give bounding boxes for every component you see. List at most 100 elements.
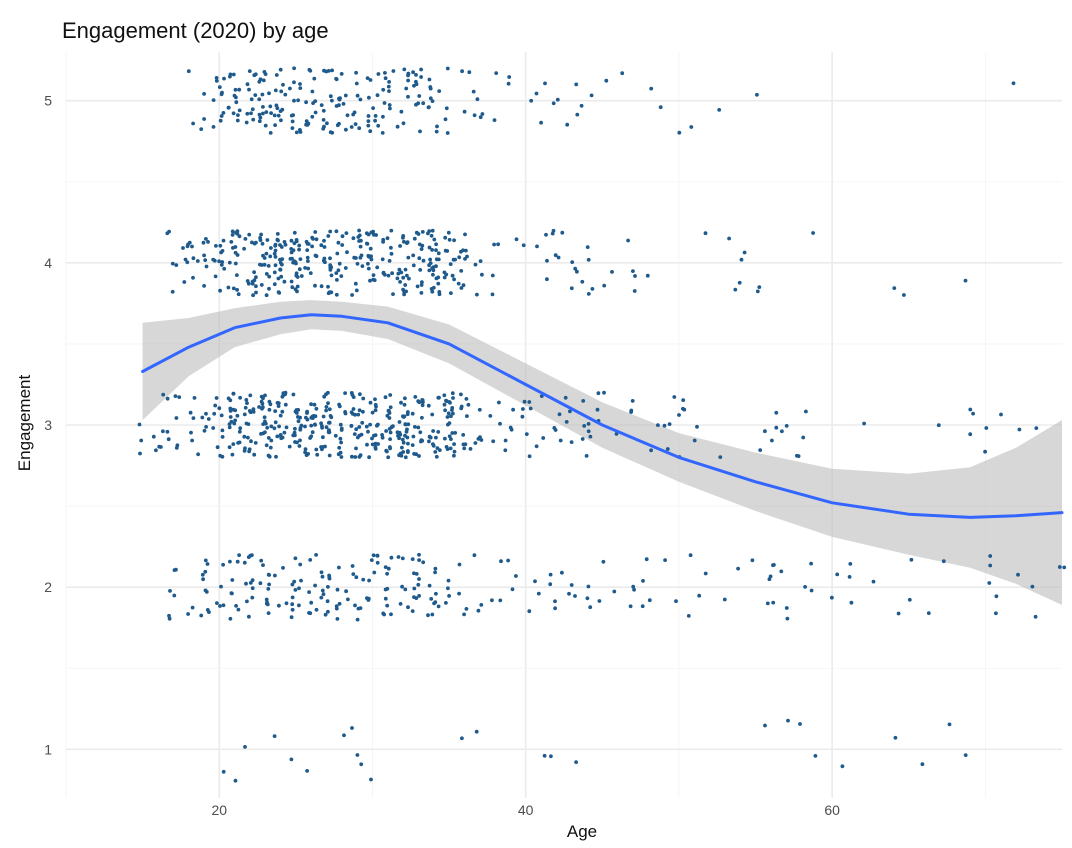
data-point bbox=[421, 560, 426, 565]
data-point bbox=[226, 105, 231, 110]
data-point bbox=[994, 611, 998, 616]
data-point bbox=[296, 408, 301, 412]
data-point bbox=[550, 231, 555, 236]
data-point bbox=[221, 769, 226, 774]
data-point bbox=[211, 98, 216, 102]
data-point bbox=[380, 433, 384, 437]
data-point bbox=[355, 753, 360, 757]
data-point bbox=[417, 558, 421, 562]
data-point bbox=[456, 281, 461, 286]
data-point bbox=[386, 566, 391, 571]
data-point bbox=[253, 93, 258, 97]
data-point bbox=[290, 126, 295, 130]
data-point bbox=[345, 113, 350, 118]
data-point bbox=[350, 726, 354, 730]
data-point bbox=[337, 261, 342, 266]
data-point bbox=[258, 77, 263, 82]
data-point bbox=[304, 453, 309, 457]
data-point bbox=[343, 266, 348, 270]
data-point bbox=[535, 244, 539, 249]
data-point bbox=[321, 592, 326, 597]
data-point bbox=[450, 273, 455, 278]
data-point bbox=[249, 97, 254, 102]
data-point bbox=[351, 236, 356, 241]
data-point bbox=[238, 395, 243, 400]
data-point bbox=[309, 415, 314, 420]
data-point bbox=[399, 109, 404, 114]
data-point bbox=[427, 77, 432, 82]
data-point bbox=[250, 107, 255, 112]
data-point bbox=[573, 266, 578, 271]
data-point bbox=[372, 232, 376, 237]
data-point bbox=[407, 276, 411, 281]
data-point bbox=[237, 429, 242, 434]
data-point bbox=[444, 601, 448, 605]
data-point bbox=[656, 423, 660, 427]
data-point bbox=[496, 242, 500, 247]
data-point bbox=[396, 271, 401, 276]
data-point bbox=[737, 280, 742, 285]
data-point bbox=[219, 250, 224, 255]
data-point bbox=[420, 415, 424, 420]
data-point bbox=[586, 257, 591, 262]
data-point bbox=[203, 258, 208, 262]
data-point bbox=[452, 277, 456, 282]
y-tick-label: 1 bbox=[44, 741, 52, 757]
data-point bbox=[382, 101, 387, 105]
data-point bbox=[237, 553, 242, 557]
data-point bbox=[336, 240, 341, 245]
data-point bbox=[963, 753, 968, 757]
data-point bbox=[250, 240, 254, 245]
data-point bbox=[330, 68, 334, 73]
data-point bbox=[398, 244, 402, 248]
data-point bbox=[560, 570, 564, 575]
data-point bbox=[499, 559, 503, 564]
data-point bbox=[282, 240, 287, 244]
data-point bbox=[357, 126, 362, 131]
data-point bbox=[411, 263, 416, 268]
data-point bbox=[236, 607, 241, 612]
data-point bbox=[247, 69, 252, 73]
data-point bbox=[237, 108, 242, 113]
data-point bbox=[228, 559, 232, 564]
data-point bbox=[276, 290, 281, 294]
data-point bbox=[403, 587, 408, 592]
data-point bbox=[351, 572, 356, 576]
data-point bbox=[298, 130, 303, 134]
data-point bbox=[941, 559, 946, 564]
data-point bbox=[243, 446, 247, 451]
data-point bbox=[292, 579, 297, 584]
data-point bbox=[457, 562, 462, 567]
data-point bbox=[303, 450, 307, 455]
data-point bbox=[477, 407, 482, 412]
data-point bbox=[278, 267, 283, 272]
data-point bbox=[418, 430, 423, 435]
data-point bbox=[543, 81, 547, 86]
data-point bbox=[246, 435, 250, 440]
data-point bbox=[988, 554, 993, 558]
data-point bbox=[297, 247, 301, 252]
data-point bbox=[529, 98, 534, 103]
data-point bbox=[346, 597, 350, 602]
data-point bbox=[401, 287, 405, 292]
data-point bbox=[214, 79, 219, 83]
data-point bbox=[909, 557, 914, 562]
data-point bbox=[451, 396, 455, 400]
data-point bbox=[326, 585, 330, 589]
data-point bbox=[610, 270, 614, 274]
data-point bbox=[402, 402, 407, 407]
data-point bbox=[311, 101, 315, 105]
data-point bbox=[350, 293, 354, 297]
data-point bbox=[565, 122, 570, 127]
data-point bbox=[412, 83, 416, 88]
data-point bbox=[234, 604, 239, 608]
data-point bbox=[319, 570, 324, 575]
data-point bbox=[436, 395, 441, 400]
data-point bbox=[412, 236, 417, 241]
data-point bbox=[451, 411, 455, 416]
data-point bbox=[444, 106, 449, 111]
data-point bbox=[926, 611, 931, 615]
data-point bbox=[436, 257, 441, 262]
data-point bbox=[298, 257, 303, 261]
data-point bbox=[416, 582, 421, 587]
